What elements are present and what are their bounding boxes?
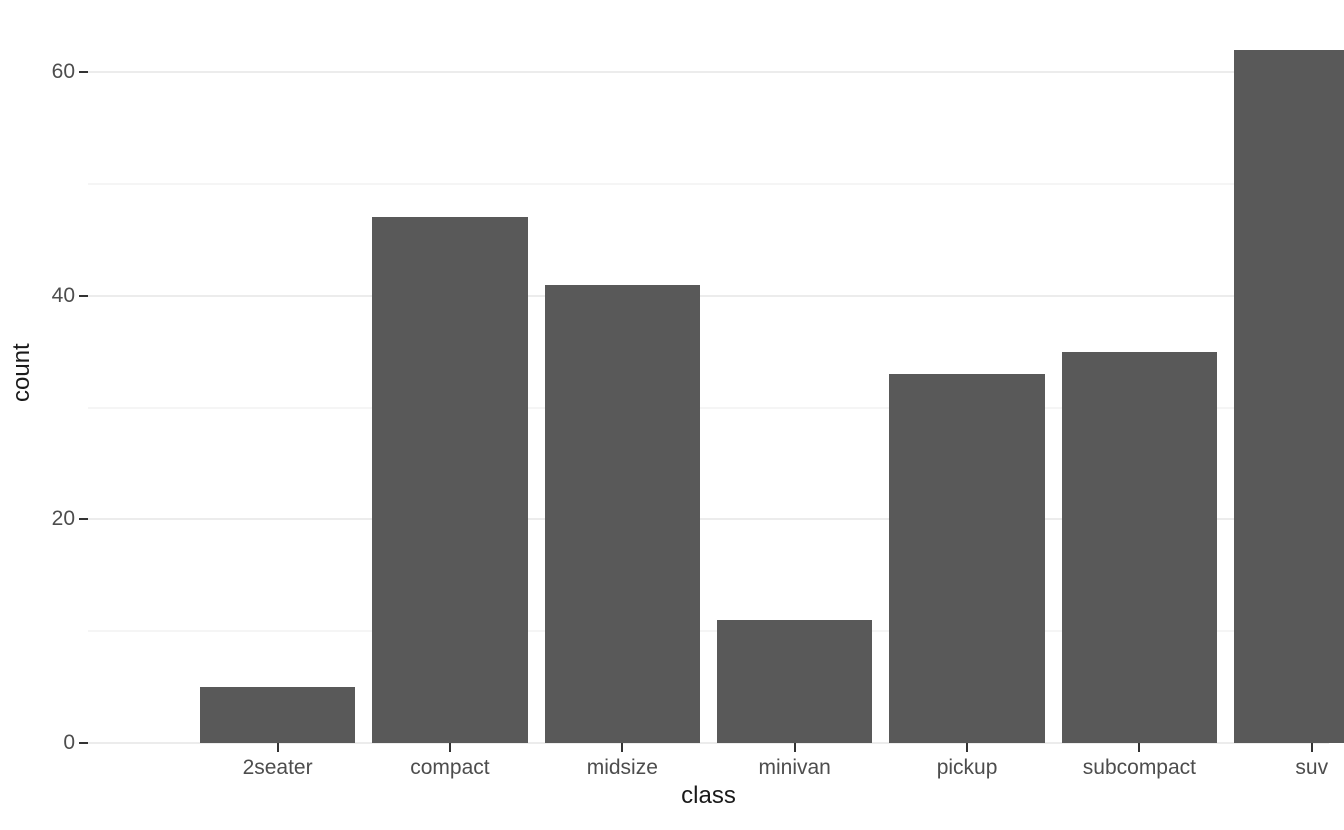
x-tick-mark (966, 743, 969, 752)
x-tick-label: midsize (586, 756, 658, 779)
minor-gridline (88, 182, 1329, 185)
major-gridline (88, 294, 1329, 297)
bar-minivan (717, 620, 873, 743)
bar-compact (372, 217, 528, 743)
bar-subcompact (1061, 351, 1217, 743)
y-tick-label: 40 (51, 283, 75, 307)
bar-midsize (544, 284, 700, 743)
x-tick-mark (1310, 743, 1313, 752)
y-tick-mark (79, 518, 88, 521)
bar-suv (1234, 49, 1344, 743)
x-tick-mark (621, 743, 624, 752)
x-tick-label: compact (410, 756, 490, 779)
major-gridline (88, 71, 1329, 74)
y-tick-mark (79, 742, 88, 744)
major-gridline (88, 742, 1329, 744)
bar-pickup (889, 373, 1045, 743)
x-tick-mark (793, 743, 796, 752)
minor-gridline (88, 630, 1329, 633)
y-tick-label: 60 (51, 60, 75, 84)
bar-2seater (200, 687, 356, 743)
x-tick-label: 2seater (242, 756, 313, 779)
x-tick-label: pickup (936, 756, 998, 779)
y-tick-mark (79, 71, 88, 74)
x-tick-label: suv (1295, 756, 1329, 779)
y-tick-label: 20 (51, 507, 75, 531)
x-axis-title: class (681, 782, 736, 809)
y-tick-mark (79, 294, 88, 297)
x-tick-mark (1138, 743, 1141, 752)
x-tick-mark (448, 743, 451, 752)
y-axis-title: count (8, 343, 35, 403)
x-tick-label: minivan (758, 756, 831, 779)
plot-panel (88, 15, 1344, 744)
minor-gridline (88, 406, 1329, 409)
major-gridline (88, 518, 1329, 521)
x-tick-label: subcompact (1082, 756, 1197, 779)
x-tick-mark (276, 743, 279, 752)
y-tick-label: 0 (63, 731, 75, 754)
